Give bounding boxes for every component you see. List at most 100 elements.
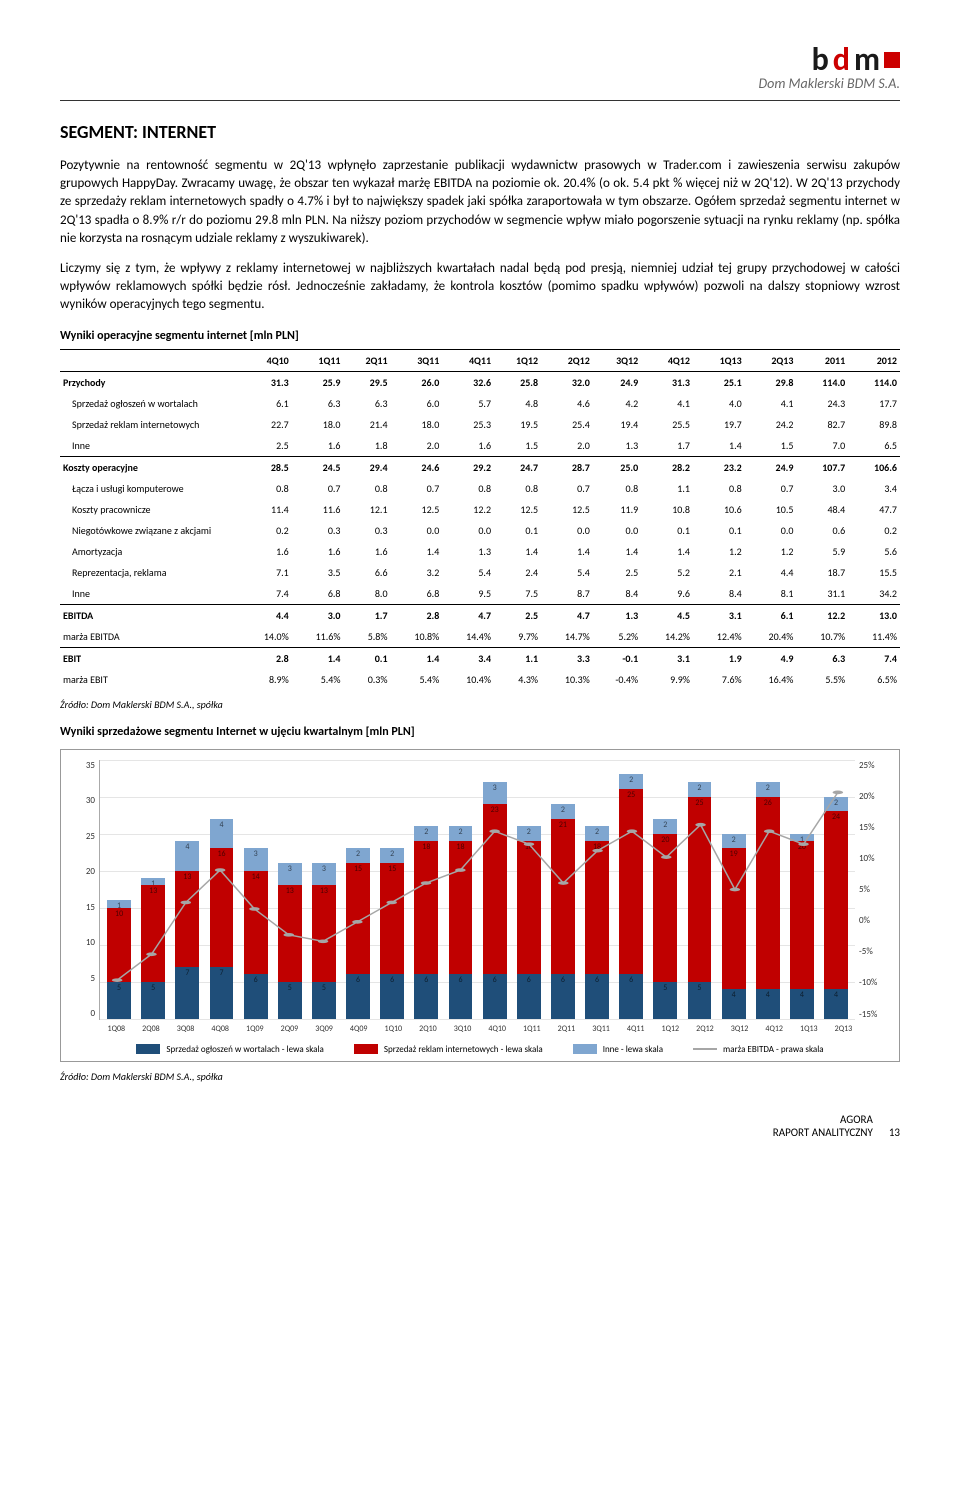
chart-legend: Sprzedaż ogłoszeń w wortalach - lewa ska… (71, 1044, 889, 1055)
y-axis-left: 35302520151050 (71, 760, 99, 1020)
table-cell: 24.9 (745, 456, 797, 478)
table-cell: 4.6 (541, 393, 593, 414)
table-cell: 2.5 (593, 562, 641, 583)
table-row-label: Łącza i usługi komputerowe (60, 478, 240, 499)
table-cell: 29.8 (745, 371, 797, 393)
table-cell: 4.4 (745, 562, 797, 583)
table-cell: 6.8 (391, 583, 443, 605)
table-cell: 24.9 (593, 371, 641, 393)
table-row: Koszty operacyjne28.524.529.424.629.224.… (60, 456, 900, 478)
logo-square-icon (884, 52, 900, 68)
bar: 2255 (682, 760, 716, 1019)
bar: 2216 (546, 760, 580, 1019)
table-cell: 0.7 (292, 478, 344, 499)
bar: 3135 (273, 760, 307, 1019)
table-cell: 25.1 (693, 371, 745, 393)
table-cell: 5.4% (391, 669, 443, 690)
bar: 1204 (785, 760, 819, 1019)
table-row: Reprezentacja, reklama7.13.56.63.25.42.4… (60, 562, 900, 583)
table-cell: 3.5 (292, 562, 344, 583)
table-cell: 8.4 (693, 583, 745, 605)
table-cell: 0.1 (344, 647, 391, 669)
table-cell: 0.0 (745, 520, 797, 541)
table-cell: 5.8% (344, 626, 391, 648)
table-cell: 15.5 (848, 562, 900, 583)
table-cell: 19.4 (593, 414, 641, 435)
table-cell: 1.5 (494, 435, 541, 457)
bar: 1105 (102, 760, 136, 1019)
bar: 2205 (648, 760, 682, 1019)
table-cell: 1.8 (344, 435, 391, 457)
table-cell: 9.7% (494, 626, 541, 648)
table-cell: 3.2 (391, 562, 443, 583)
paragraph-1: Pozytywnie na rentowność segmentu w 2Q'1… (60, 157, 900, 248)
table-cell: 0.0 (541, 520, 593, 541)
table-row: Inne2.51.61.82.01.61.52.01.31.71.41.57.0… (60, 435, 900, 457)
table-cell: 1.4 (292, 647, 344, 669)
bar: 2186 (512, 760, 546, 1019)
table-col-header: 2011 (796, 349, 848, 371)
table-cell: 3.4 (848, 478, 900, 499)
table-cell: 4.1 (745, 393, 797, 414)
table-row: EBITDA4.43.01.72.84.72.54.71.34.53.16.11… (60, 604, 900, 626)
table-cell: 31.3 (240, 371, 292, 393)
bar: 4137 (170, 760, 204, 1019)
table-cell: 9.9% (641, 669, 693, 690)
table-row-label: Amortyzacja (60, 541, 240, 562)
table-cell: 4.2 (593, 393, 641, 414)
table-cell: 25.0 (593, 456, 641, 478)
table-col-header: 4Q10 (240, 349, 292, 371)
brand-logo: bdm Dom Maklerski BDM S.A. (759, 40, 900, 92)
table-cell: 3.4 (442, 647, 494, 669)
table-cell: 0.8 (442, 478, 494, 499)
table-cell: 11.4% (848, 626, 900, 648)
table-cell: 19.7 (693, 414, 745, 435)
bar: 2186 (580, 760, 614, 1019)
table-cell: 24.2 (745, 414, 797, 435)
table-cell: 7.6% (693, 669, 745, 690)
bar: 3135 (307, 760, 341, 1019)
table-cell: 29.5 (344, 371, 391, 393)
table-cell: 5.2 (641, 562, 693, 583)
table-cell: 0.1 (494, 520, 541, 541)
table-cell: 4.1 (641, 393, 693, 414)
bar: 3146 (239, 760, 273, 1019)
table-cell: 10.5 (745, 499, 797, 520)
table-cell: 1.4 (541, 541, 593, 562)
table-cell: 6.1 (240, 393, 292, 414)
table-cell: 6.1 (745, 604, 797, 626)
table-cell: 4.7 (541, 604, 593, 626)
table-cell: 8.1 (745, 583, 797, 605)
table-cell: 12.2 (442, 499, 494, 520)
table-cell: 10.8 (641, 499, 693, 520)
table-cell: 7.1 (240, 562, 292, 583)
table-row-label: EBITDA (60, 604, 240, 626)
table-cell: 0.6 (796, 520, 848, 541)
table-cell: 18.7 (796, 562, 848, 583)
table-cell: 12.4% (693, 626, 745, 648)
table-cell: 8.4 (593, 583, 641, 605)
table-cell: 10.7% (796, 626, 848, 648)
table-row: Koszty pracownicze11.411.612.112.512.212… (60, 499, 900, 520)
table-cell: 5.6 (848, 541, 900, 562)
table-row: marża EBIT8.9%5.4%0.3%5.4%10.4%4.3%10.3%… (60, 669, 900, 690)
legend-ogl: Sprzedaż ogłoszeń w wortalach - lewa ska… (166, 1044, 323, 1055)
table-cell: 2.5 (494, 604, 541, 626)
table-cell: 6.0 (391, 393, 443, 414)
bar: 4167 (204, 760, 238, 1019)
table-cell: 1.6 (292, 541, 344, 562)
table-row-label: Reprezentacja, reklama (60, 562, 240, 583)
table-cell: 114.0 (796, 371, 848, 393)
bar: 2186 (443, 760, 477, 1019)
table-cell: 1.6 (344, 541, 391, 562)
table-cell: 0.8 (240, 478, 292, 499)
chart-source: Źródło: Dom Maklerski BDM S.A., spółka (60, 1070, 900, 1083)
table-cell: 11.9 (593, 499, 641, 520)
table-cell: 25.5 (641, 414, 693, 435)
table-cell: 25.4 (541, 414, 593, 435)
table-cell: 3.0 (796, 478, 848, 499)
table-col-header: 4Q12 (641, 349, 693, 371)
table-cell: 31.3 (641, 371, 693, 393)
table-cell: 6.3 (796, 647, 848, 669)
table-cell: 5.4 (442, 562, 494, 583)
